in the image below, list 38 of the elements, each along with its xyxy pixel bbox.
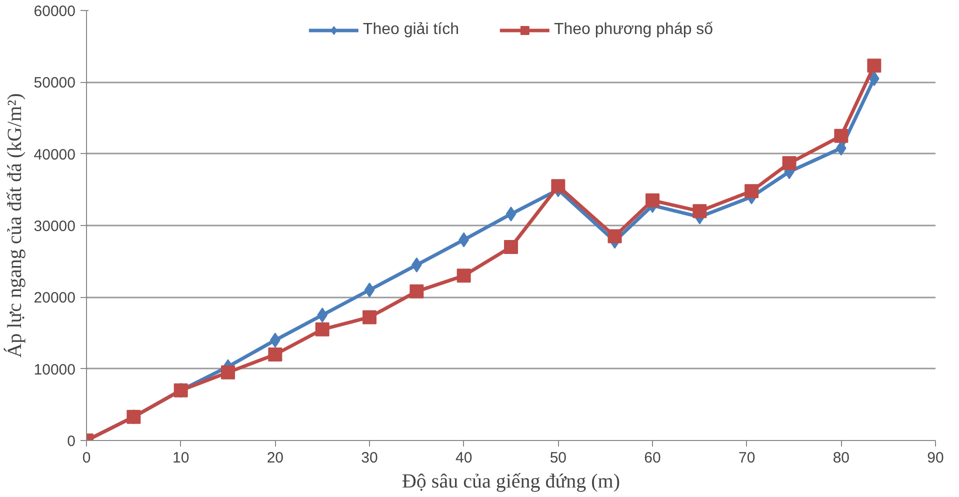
x-tick-label: 60 xyxy=(644,450,661,466)
point xyxy=(692,204,707,218)
point xyxy=(315,322,330,336)
y-tick-label: 20000 xyxy=(34,290,76,307)
x-tick-label: 10 xyxy=(172,450,190,466)
point xyxy=(834,128,848,143)
y-tick-label: 50000 xyxy=(34,74,76,92)
x-tick-label: 40 xyxy=(455,450,472,466)
y-tick-label: 10000 xyxy=(34,361,76,378)
y-tick-label: 60000 xyxy=(34,3,76,20)
x-tick-label: 80 xyxy=(832,450,850,466)
y-tick-label: 30000 xyxy=(34,218,76,235)
point xyxy=(364,282,375,298)
y-tick-label: 0 xyxy=(67,433,76,450)
x-tick-label: 30 xyxy=(361,450,378,466)
point xyxy=(608,229,622,244)
y-tick-label: 40000 xyxy=(34,146,76,164)
legend-label: Theo giải tích xyxy=(362,21,459,39)
point xyxy=(221,365,235,380)
point xyxy=(362,310,376,324)
point xyxy=(744,184,759,198)
x-tick-label: 50 xyxy=(550,450,567,466)
point xyxy=(646,193,660,208)
x-tick-label: 70 xyxy=(738,450,756,466)
legend-label: Theo phương pháp số xyxy=(554,21,714,39)
point xyxy=(782,156,796,170)
point xyxy=(506,206,516,222)
y-axis-title: Áp lực ngang của đất đá (kG/m²) xyxy=(2,93,26,358)
point xyxy=(268,348,282,362)
x-axis-title: Độ sâu của giếng đứng (m) xyxy=(402,470,620,492)
point xyxy=(504,240,518,254)
x-tick-label: 20 xyxy=(266,450,284,466)
point xyxy=(410,284,424,298)
x-tick-label: 0 xyxy=(82,450,91,466)
point xyxy=(456,268,471,283)
x-tick-label: 90 xyxy=(927,450,944,466)
point xyxy=(867,58,882,73)
point xyxy=(551,179,566,194)
